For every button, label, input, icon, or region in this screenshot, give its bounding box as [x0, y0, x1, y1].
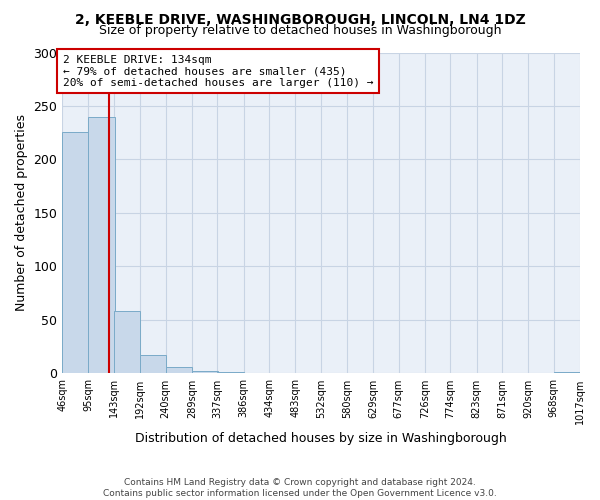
- Bar: [554, 372, 580, 374]
- Text: 2 KEEBLE DRIVE: 134sqm
← 79% of detached houses are smaller (435)
20% of semi-de: 2 KEEBLE DRIVE: 134sqm ← 79% of detached…: [63, 54, 373, 88]
- X-axis label: Distribution of detached houses by size in Washingborough: Distribution of detached houses by size …: [135, 432, 507, 445]
- Bar: [166, 367, 192, 374]
- Bar: [114, 312, 140, 374]
- Bar: [88, 116, 115, 374]
- Bar: [140, 355, 166, 374]
- Text: 2, KEEBLE DRIVE, WASHINGBOROUGH, LINCOLN, LN4 1DZ: 2, KEEBLE DRIVE, WASHINGBOROUGH, LINCOLN…: [74, 12, 526, 26]
- Bar: [217, 372, 244, 374]
- Bar: [62, 132, 88, 374]
- Bar: [192, 372, 218, 374]
- Text: Size of property relative to detached houses in Washingborough: Size of property relative to detached ho…: [99, 24, 501, 37]
- Text: Contains HM Land Registry data © Crown copyright and database right 2024.
Contai: Contains HM Land Registry data © Crown c…: [103, 478, 497, 498]
- Y-axis label: Number of detached properties: Number of detached properties: [15, 114, 28, 312]
